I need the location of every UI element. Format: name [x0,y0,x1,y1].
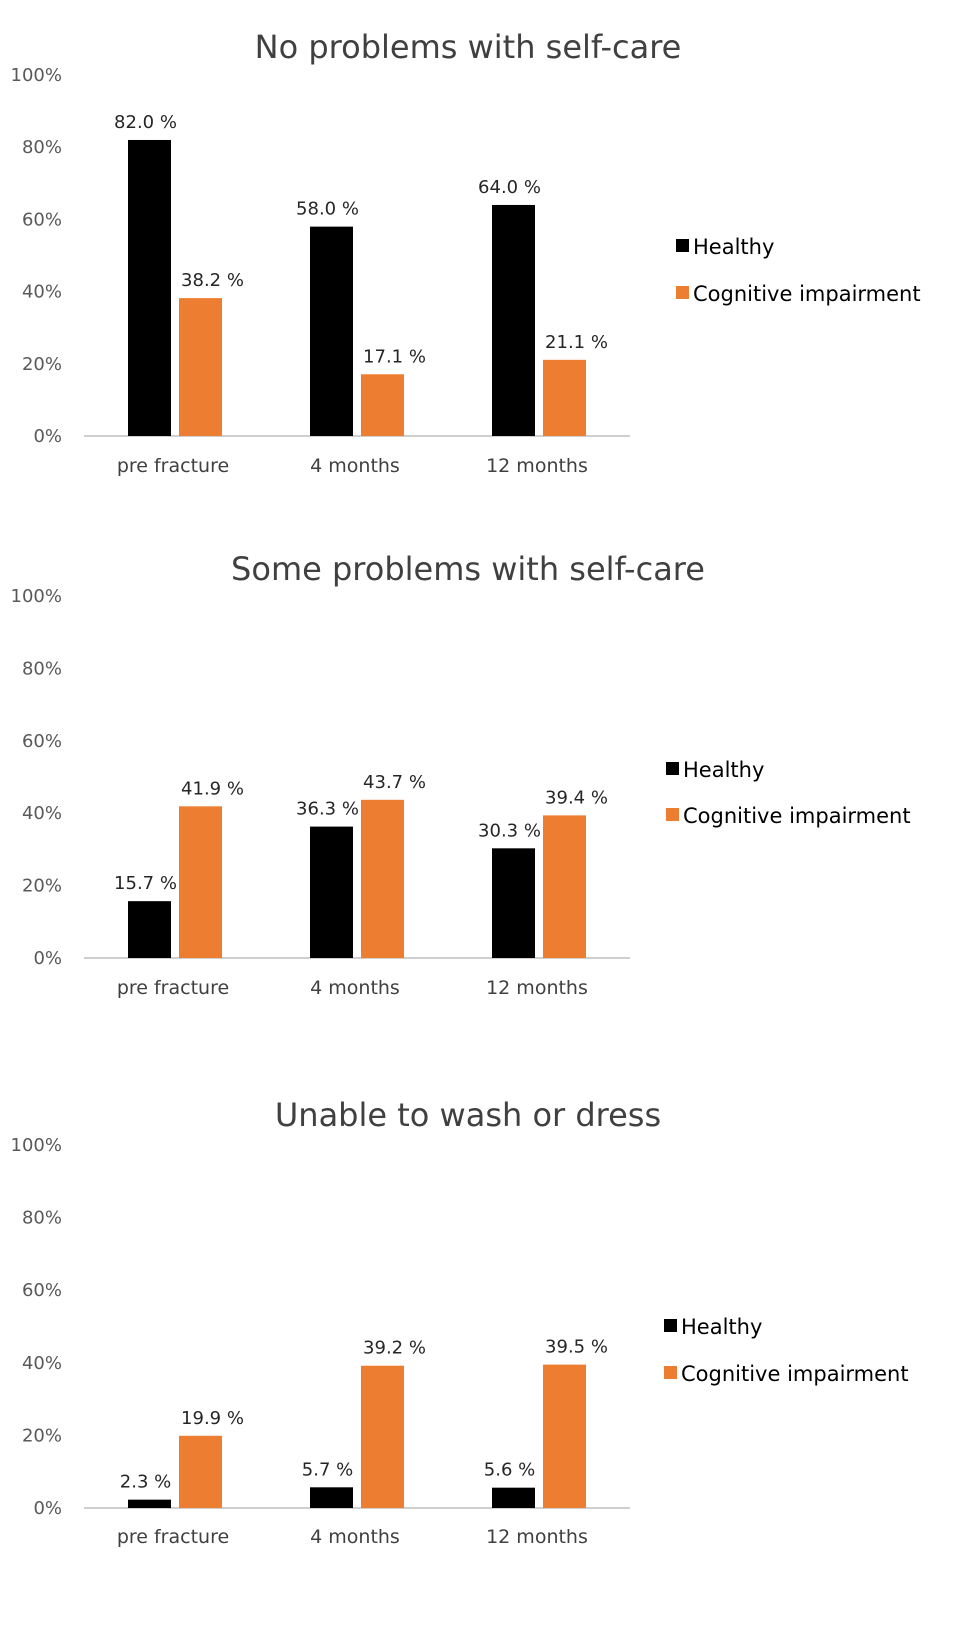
y-tick-label: 0% [33,1498,62,1519]
bar-healthy [492,848,535,958]
chart-title: No problems with self-care [255,28,682,66]
bar-cognitive-impairment [179,298,222,436]
bar-healthy [310,826,353,958]
y-tick-label: 40% [22,1353,62,1374]
bar-cognitive-impairment [543,359,586,436]
y-tick-label: 0% [33,948,62,969]
chart-svg: Unable to wash or dress 0% 20% 40% 60% 80% 100… [11,1096,909,1548]
data-label: 39.4 % [545,787,608,808]
data-label: 64.0 % [478,177,541,198]
legend-label: Cognitive impairment [683,804,911,828]
legend-swatch-healthy [666,762,679,775]
chart-svg: Some problems with self-care 0% 20% 40% 60% 8… [11,550,911,999]
bar-cognitive-impairment [361,799,404,958]
y-tick-label: 100% [11,1135,62,1156]
bar-cognitive-impairment [543,815,586,958]
bar-cognitive-impairment [179,1435,222,1508]
chart-svg: No problems with self-care 0% 20% 40% 60% 80%… [11,28,921,477]
chart-title: Some problems with self-care [231,550,705,588]
bar-healthy [310,1487,353,1508]
data-label: 21.1 % [545,332,608,353]
x-tick-label: pre fracture [117,977,229,999]
bar-cognitive-impairment [179,806,222,958]
chart-panel-2: Some problems with self-care 0% 20% 40% 60% 8… [0,540,964,1040]
y-tick-label: 60% [22,1280,62,1301]
x-tick-label: pre fracture [117,455,229,477]
bar-cognitive-impairment [361,374,404,436]
legend-label: Healthy [681,1315,762,1339]
data-label: 5.7 % [302,1459,353,1480]
data-label: 82.0 % [114,112,177,133]
legend-swatch-cognitive-impairment [666,808,679,821]
chart-title: Unable to wash or dress [275,1096,661,1134]
legend-swatch-healthy [664,1319,677,1332]
y-tick-label: 100% [11,586,62,607]
data-label: 5.6 % [484,1460,535,1481]
y-tick-label: 60% [22,731,62,752]
x-tick-label: 4 months [310,1526,400,1548]
bar-healthy [492,204,535,436]
y-tick-label: 40% [22,282,62,303]
bar-healthy [128,901,171,958]
bar-cognitive-impairment [361,1365,404,1508]
y-tick-label: 80% [22,1208,62,1229]
chart-panel-3: Unable to wash or dress 0% 20% 40% 60% 80% 100… [0,1080,964,1638]
y-tick-label: 20% [22,876,62,897]
data-label: 58.0 % [296,199,359,220]
data-label: 38.2 % [181,270,244,291]
y-tick-label: 100% [11,65,62,86]
data-label: 19.9 % [181,1408,244,1429]
x-tick-label: pre fracture [117,1526,229,1548]
legend-label: Cognitive impairment [681,1362,909,1386]
bar-healthy [128,139,171,437]
chart-panel-1: No problems with self-care 0% 20% 40% 60% 80%… [0,0,964,500]
y-tick-label: 80% [22,137,62,158]
x-tick-label: 12 months [486,977,588,999]
legend-swatch-cognitive-impairment [676,286,689,299]
data-label: 43.7 % [363,772,426,793]
data-label: 30.3 % [478,820,541,841]
y-tick-label: 80% [22,658,62,679]
data-label: 39.5 % [545,1337,608,1358]
data-label: 17.1 % [363,346,426,367]
data-label: 2.3 % [120,1472,171,1493]
bar-healthy [492,1487,535,1508]
y-tick-label: 20% [22,1425,62,1446]
y-tick-label: 20% [22,354,62,375]
y-tick-label: 60% [22,209,62,230]
bar-cognitive-impairment [543,1364,586,1508]
x-tick-label: 4 months [310,455,400,477]
data-label: 36.3 % [296,799,359,820]
x-tick-label: 12 months [486,455,588,477]
legend-label: Healthy [683,758,764,782]
y-tick-label: 40% [22,803,62,824]
legend-swatch-cognitive-impairment [664,1366,677,1379]
legend-label: Cognitive impairment [693,282,921,306]
data-label: 41.9 % [181,778,244,799]
bar-healthy [310,226,353,436]
legend-label: Healthy [693,235,774,259]
data-label: 15.7 % [114,873,177,894]
bar-healthy [128,1499,171,1508]
y-tick-label: 0% [33,426,62,447]
data-label: 39.2 % [363,1338,426,1359]
x-tick-label: 12 months [486,1526,588,1548]
legend-swatch-healthy [676,239,689,252]
x-tick-label: 4 months [310,977,400,999]
